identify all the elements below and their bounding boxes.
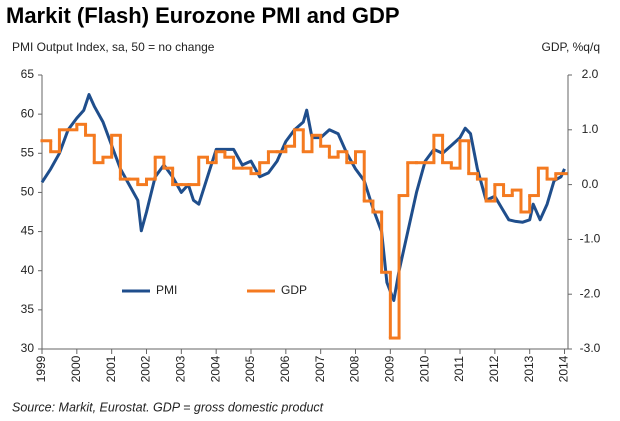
y-tick-label: 55 (21, 145, 35, 159)
x-tick-label: 2005 (243, 355, 257, 382)
pmi-line (40, 93, 566, 302)
y2-tick-label: 2.0 (582, 67, 599, 81)
x-tick-label: 2007 (313, 355, 327, 382)
y-tick-label: 45 (21, 224, 35, 238)
y-tick-label: 60 (21, 106, 35, 120)
y2-axis-label: GDP, %q/q (542, 40, 600, 54)
x-tick-label: 2004 (208, 355, 222, 382)
legend-label: PMI (156, 283, 177, 297)
y-tick-label: 35 (21, 302, 35, 316)
y2-tick-label: -1.0 (580, 232, 601, 246)
x-tick-label: 2003 (174, 355, 188, 382)
x-tick-label: 2001 (104, 355, 118, 382)
y2-tick-label: -2.0 (580, 286, 601, 300)
x-tick-label: 2002 (139, 355, 153, 382)
chart-title: Markit (Flash) Eurozone PMI and GDP (6, 3, 400, 28)
x-tick-label: 2010 (417, 355, 431, 382)
legend-label: GDP (281, 283, 307, 297)
y-tick-label: 30 (21, 341, 35, 355)
y2-tick-label: 1.0 (582, 122, 599, 136)
y-tick-label: 50 (21, 185, 35, 199)
x-tick-label: 2013 (522, 355, 536, 382)
y-tick-label: 40 (21, 263, 35, 277)
x-tick-label: 2006 (278, 355, 292, 382)
x-tick-label: 2014 (557, 355, 571, 382)
y2-tick-label: -3.0 (580, 341, 601, 355)
y-tick-label: 65 (21, 67, 35, 81)
x-tick-label: 1999 (34, 355, 48, 382)
source-note: Source: Markit, Eurostat. GDP = gross do… (12, 400, 324, 414)
y2-tick-label: 0.0 (582, 177, 599, 191)
x-tick-label: 2012 (487, 355, 501, 382)
subtitle: PMI Output Index, sa, 50 = no change (12, 40, 215, 54)
x-tick-label: 2009 (383, 355, 397, 382)
x-tick-label: 2008 (348, 355, 362, 382)
x-tick-label: 2000 (69, 355, 83, 382)
x-tick-label: 2011 (452, 356, 466, 382)
